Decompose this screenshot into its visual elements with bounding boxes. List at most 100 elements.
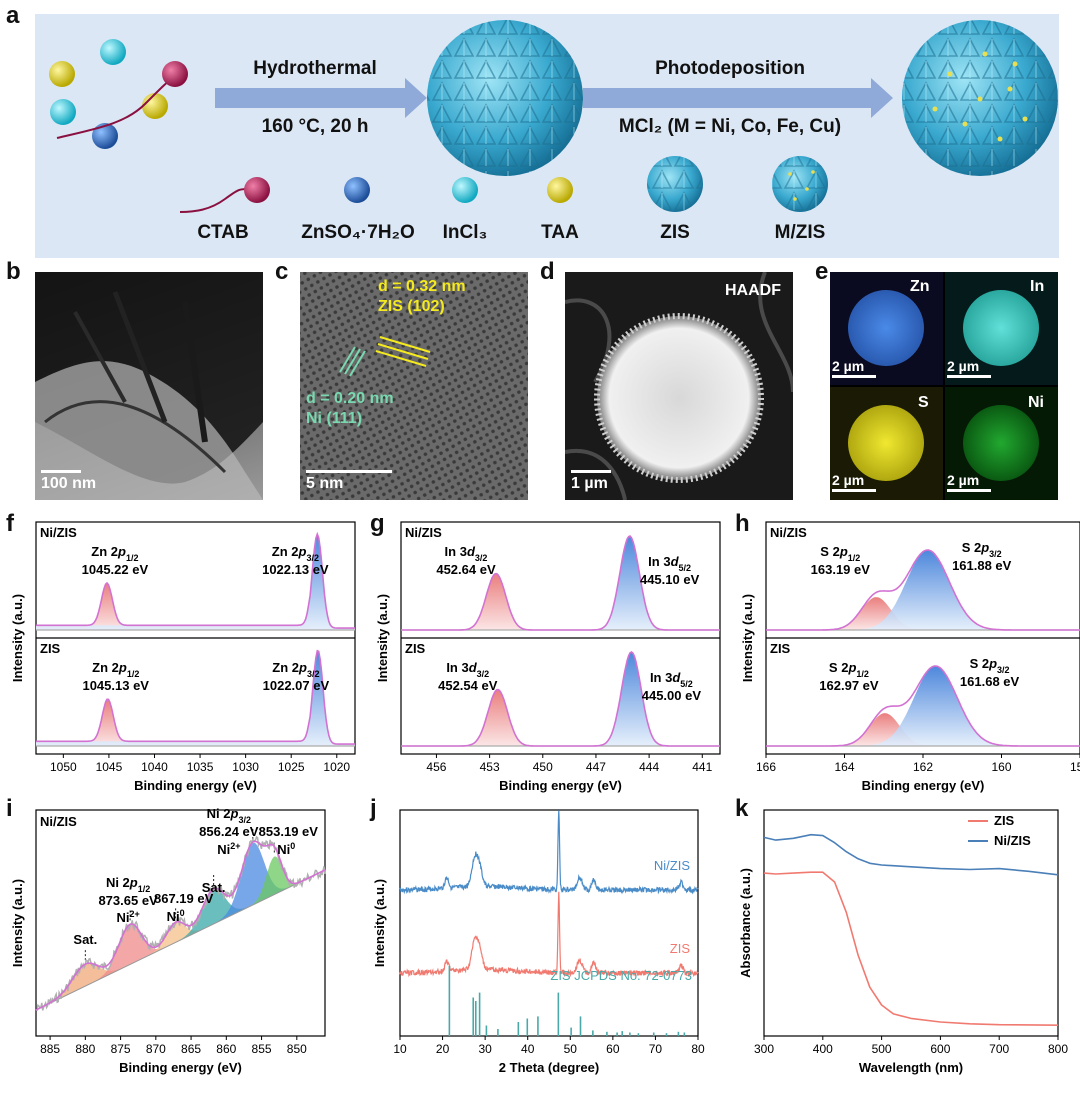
peak-value-ni2p12: 873.65 eV xyxy=(98,893,158,908)
sample-name: ZIS xyxy=(405,641,426,656)
x-tick-label: 80 xyxy=(691,1042,705,1056)
panel-label-g: g xyxy=(370,510,385,537)
peak-state-ni2p32: Ni2+ xyxy=(217,841,240,857)
xrd-series-label: ZIS xyxy=(670,941,691,956)
peak-fill-2 xyxy=(36,650,355,746)
peak-label-sat1: Sat. xyxy=(73,932,97,947)
x-axis-title: Binding energy (eV) xyxy=(134,778,257,793)
envelope-line xyxy=(401,651,720,747)
peak-fill-2 xyxy=(766,666,1080,746)
x-tick-label: 1040 xyxy=(141,760,168,774)
schematic-graphics xyxy=(49,20,1058,213)
x-tick-label: 158 xyxy=(1070,760,1080,774)
xps-fgh: 1050 1045 1040 1035 1030 1025 1020 Binding ener… xyxy=(10,521,1080,793)
y-axis-title: Intensity (a.u.) xyxy=(10,594,25,682)
haadf-tag: HAADF xyxy=(725,282,781,299)
x-tick-label: 166 xyxy=(756,760,776,774)
x-tick-label: 444 xyxy=(639,760,659,774)
peak-fill-1 xyxy=(401,573,720,630)
xps-s-chart: 166 164 162 160 158 Binding energy (eV) Intens… xyxy=(740,521,1080,793)
envelope-line xyxy=(36,531,355,629)
scale-bar-e-zn: 2 µm xyxy=(832,358,876,380)
peak-label-1: In 3d3/2 xyxy=(446,660,489,679)
uv-series-line xyxy=(763,871,1059,1026)
x-tick-label: 850 xyxy=(287,1042,307,1056)
peak-label-1: S 2p1/2 xyxy=(829,660,869,679)
peak-state-ni0-a: Ni0 xyxy=(167,908,185,924)
x-tick-label: 20 xyxy=(436,1042,450,1056)
x-tick-label: 1020 xyxy=(323,760,350,774)
hydrothermal-arrow xyxy=(215,78,427,118)
x-tick-label: 162 xyxy=(913,760,933,774)
taa-ball xyxy=(49,61,75,87)
reference-label: ZIS JCPDS No. 72-0773 xyxy=(550,968,692,983)
synthesis-schematic: Hydrothermal 160 °C, 20 h Photodepositio… xyxy=(35,14,1059,258)
envelope-line xyxy=(766,549,1080,631)
y-axis-title: Intensity (a.u.) xyxy=(10,879,25,967)
panel-label-e: e xyxy=(815,258,829,285)
x-tick-label: 40 xyxy=(521,1042,535,1056)
sample-name: Ni/ZIS xyxy=(40,525,77,540)
peak-label-1: Zn 2p1/2 xyxy=(91,544,138,563)
peak-fill-1 xyxy=(36,699,355,746)
scale-bar-b: 100 nm xyxy=(41,470,96,493)
peak-value-ni0-a: 867.19 eV xyxy=(154,891,214,906)
x-tick-label: 1035 xyxy=(187,760,214,774)
legend-znso4: ZnSO₄·7H₂O xyxy=(301,222,415,243)
envelope-line xyxy=(401,535,720,631)
xps-in-chart: 456 453 450 447 444 441 Binding energy (eV) Int… xyxy=(375,521,721,793)
ni-map-disk xyxy=(963,405,1039,481)
peak-label-2: S 2p3/2 xyxy=(962,540,1002,559)
scale-bar-c: 5 nm xyxy=(306,470,392,493)
ni-peak-fill xyxy=(239,856,310,912)
x-tick-label: 447 xyxy=(586,760,606,774)
lattice-ni-d: d = 0.20 nm xyxy=(306,390,394,407)
envelope-line xyxy=(35,840,326,1011)
ni-peak-fill xyxy=(94,924,166,982)
panel-label-c: c xyxy=(275,258,289,285)
x-tick-label: 880 xyxy=(75,1042,95,1056)
peak-label-1: In 3d3/2 xyxy=(445,544,488,563)
x-tick-label: 50 xyxy=(564,1042,578,1056)
panel-label-h: h xyxy=(735,510,750,537)
xrd-series-label: Ni/ZIS xyxy=(654,858,690,873)
x-axis-title: Wavelength (nm) xyxy=(859,1060,963,1075)
xrd-series-line xyxy=(399,891,699,978)
peak-value-2: 445.00 eV xyxy=(642,688,702,703)
x-tick-label: 160 xyxy=(991,760,1011,774)
peak-fill-2 xyxy=(401,652,720,746)
scale-bar-e-in: 2 µm xyxy=(947,358,991,380)
x-tick-label: 70 xyxy=(649,1042,663,1056)
peak-state-ni0-b: Ni0 xyxy=(277,841,295,857)
peak-value-2: 161.68 eV xyxy=(960,674,1020,689)
x-tick-label: 400 xyxy=(813,1042,833,1056)
x-tick-label: 885 xyxy=(40,1042,60,1056)
xrd-series-line xyxy=(399,810,699,895)
eds-label-ni: Ni xyxy=(1028,394,1044,411)
ctab-legend-ball xyxy=(244,177,270,203)
sample-name: Ni/ZIS xyxy=(405,525,442,540)
peak-value-2: 445.10 eV xyxy=(640,572,700,587)
peak-value-2: 1022.13 eV xyxy=(262,562,329,577)
peak-value-1: 452.64 eV xyxy=(436,562,496,577)
peak-value-1: 163.19 eV xyxy=(811,562,871,577)
y-axis-title: Intensity (a.u.) xyxy=(375,594,390,682)
x-axis-title: Binding energy (eV) xyxy=(499,778,622,793)
in-map-disk xyxy=(963,290,1039,366)
raw-spectrum xyxy=(35,835,326,1011)
scale-bar-e-ni: 2 µm xyxy=(947,472,991,494)
sample-name: Ni/ZIS xyxy=(40,814,77,829)
peak-label-ni2p32: Ni 2p3/2 xyxy=(207,806,251,825)
x-tick-label: 453 xyxy=(480,760,500,774)
legend-label: ZIS xyxy=(994,813,1015,828)
x-tick-label: 10 xyxy=(393,1042,407,1056)
legend-zis: ZIS xyxy=(660,222,690,243)
zn-legend-ball xyxy=(344,177,370,203)
x-tick-label: 855 xyxy=(252,1042,272,1056)
panel-label-j: j xyxy=(370,795,377,822)
panel-label-a: a xyxy=(6,2,20,29)
hrtem-image: d = 0.32 nm ZIS (102) d = 0.20 nm Ni (11… xyxy=(300,272,528,500)
peak-label-2: In 3d5/2 xyxy=(648,554,691,573)
step1-title: Hydrothermal xyxy=(253,58,377,79)
legend-label: Ni/ZIS xyxy=(994,833,1031,848)
